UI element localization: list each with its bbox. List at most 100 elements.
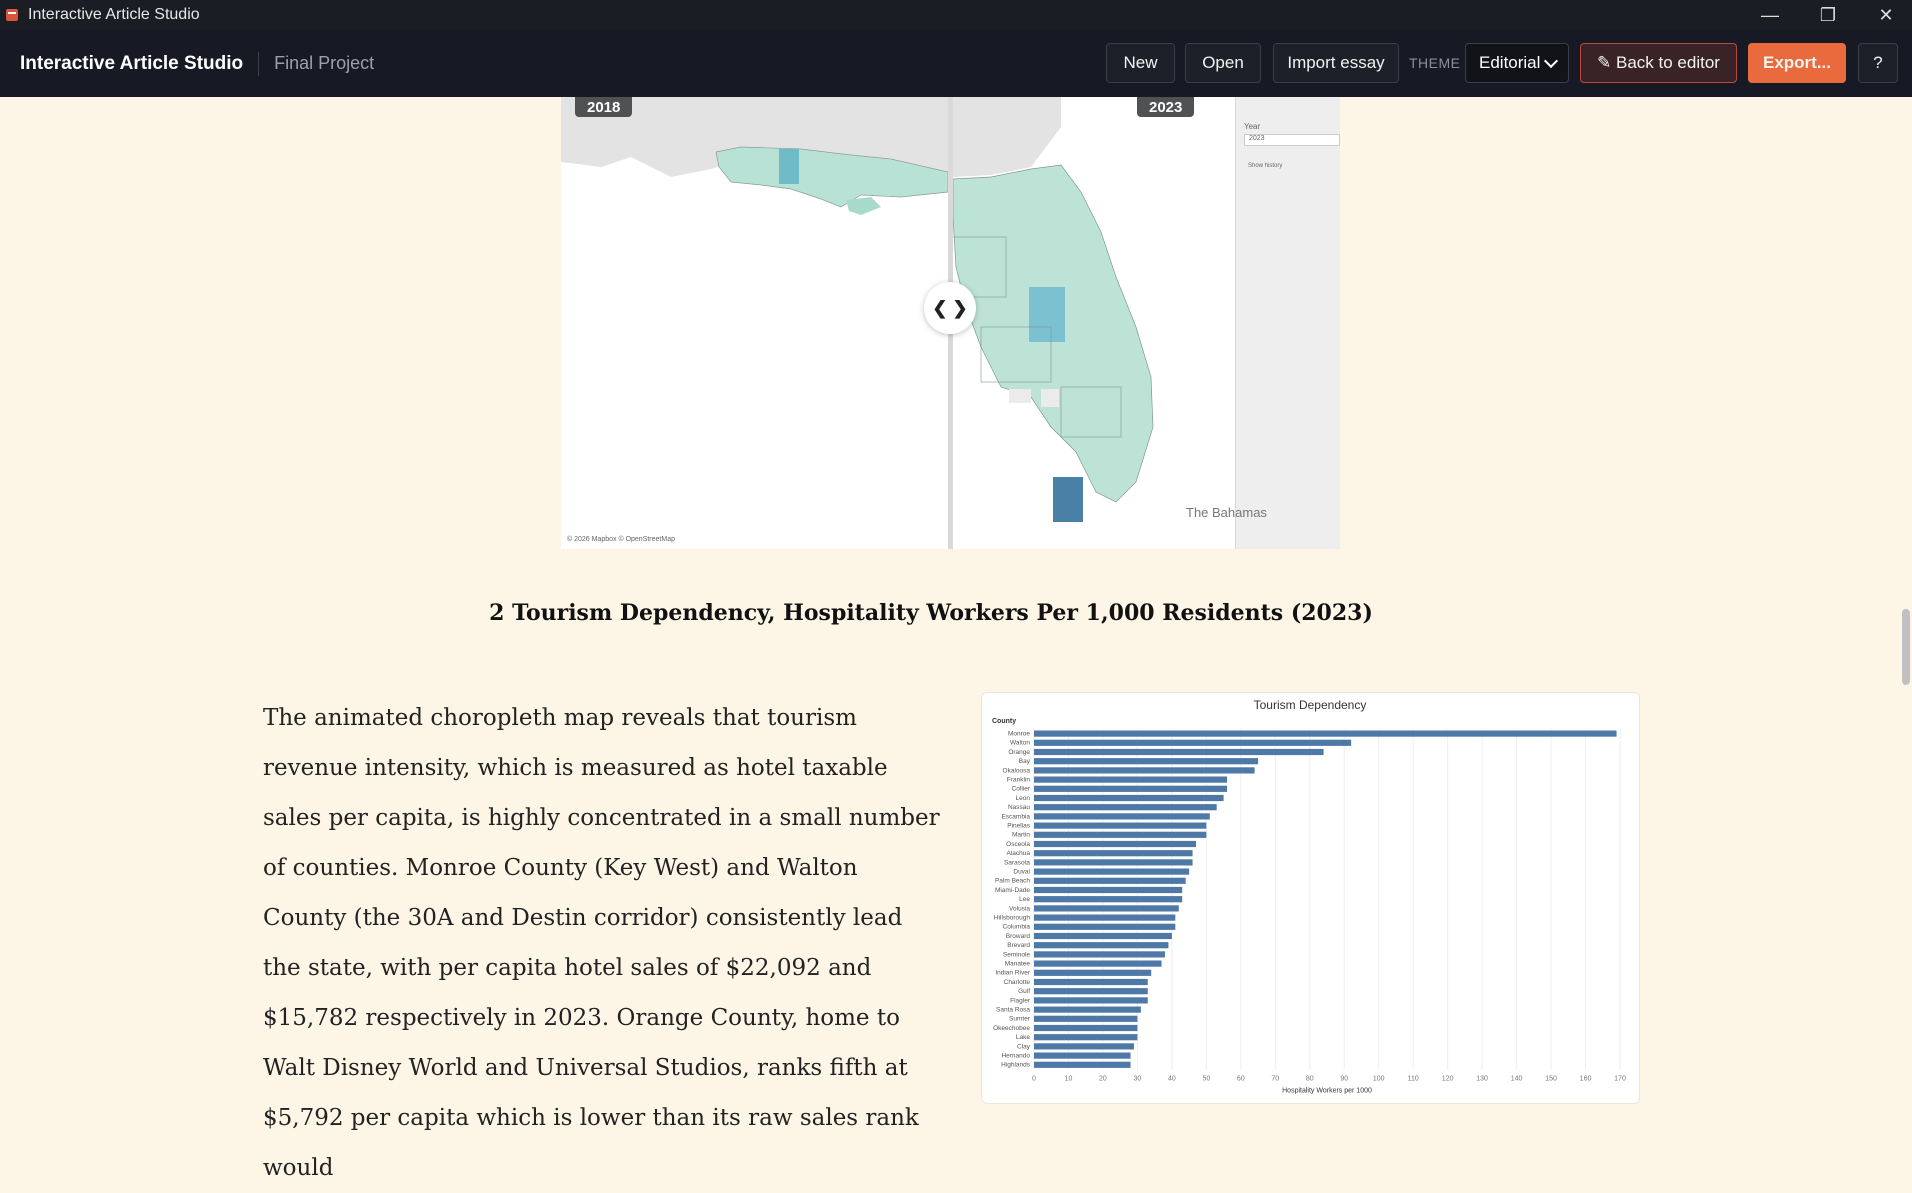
chart-category-label: Pinellas — [1007, 823, 1031, 830]
chart-category-label: Highlands — [1001, 1062, 1031, 1069]
chart-x-tick-label: 130 — [1476, 1075, 1488, 1082]
chart-category-label: Brevard — [1007, 942, 1030, 949]
map-label-bahamas: The Bahamas — [1186, 505, 1267, 520]
chart-category-label: Duval — [1013, 869, 1030, 876]
chart-bar — [1034, 932, 1172, 940]
year-filter-select[interactable]: 2023 — [1244, 134, 1340, 146]
chart-bar — [1034, 923, 1176, 930]
chart-category-label: Okaloosa — [1003, 767, 1031, 774]
chart-category-label: Clay — [1017, 1043, 1031, 1050]
chart-category-label: Walton — [1010, 740, 1030, 747]
chart-x-tick-label: 110 — [1408, 1075, 1419, 1082]
chart-x-tick-label: 170 — [1614, 1075, 1626, 1082]
chart-bar — [1034, 767, 1255, 774]
left-year-badge: 2018 — [575, 97, 633, 117]
open-button[interactable]: Open — [1185, 43, 1261, 83]
chart-x-tick-label: 100 — [1373, 1075, 1385, 1082]
chart-category-label: Collier — [1012, 786, 1031, 793]
chart-bar — [1034, 758, 1259, 765]
right-year-badge: 2023 — [1137, 97, 1195, 117]
florida-map-graphic — [561, 97, 1235, 549]
chart-bar — [1034, 1061, 1131, 1068]
chart-bar — [1034, 831, 1207, 838]
chart-bar — [1034, 886, 1183, 894]
new-button[interactable]: New — [1106, 43, 1175, 83]
chart-x-tick-label: 50 — [1202, 1075, 1210, 1082]
project-name: Final Project — [274, 53, 375, 73]
chart-bar — [1034, 969, 1152, 976]
chart-bar — [1034, 850, 1193, 857]
chart-x-tick-label: 40 — [1168, 1075, 1176, 1082]
chart-category-label: Seminole — [1003, 951, 1030, 958]
chart-x-axis-label: Hospitality Workers per 1000 — [1282, 1087, 1372, 1094]
chart-category-label: Escambia — [1001, 813, 1030, 820]
chart-category-label: Osceola — [1006, 841, 1030, 848]
chart-bar — [1034, 822, 1207, 829]
chart-x-tick-label: 120 — [1442, 1075, 1454, 1082]
swipe-handle[interactable]: ❮ ❯ — [924, 282, 976, 334]
chart-category-label: Sumter — [1009, 1016, 1031, 1023]
bar-chart-svg: Tourism Dependency County 0 10 20 30 40 50 60 70 8… — [992, 698, 1626, 1094]
chart-x-tick-label: 20 — [1099, 1075, 1107, 1082]
chart-bar — [1034, 748, 1324, 756]
chart-x-tick-label: 140 — [1511, 1075, 1523, 1082]
chart-bar — [1034, 951, 1165, 958]
chart-x-tick-label: 0 — [1032, 1075, 1036, 1082]
chart-bar — [1034, 942, 1169, 949]
chart-category-label: Manatee — [1005, 961, 1031, 968]
chart-category-label: Orange — [1008, 749, 1030, 756]
theme-select-value: Editorial — [1479, 53, 1541, 72]
year-filter-label: Year — [1244, 122, 1261, 131]
chart-category-label: Santa Rosa — [996, 1007, 1030, 1014]
app-icon — [6, 9, 18, 21]
map-control-panel: Year 2023 Show history — [1235, 97, 1340, 549]
chart-category-label: Bay — [1019, 758, 1031, 765]
chart-x-tick-label: 90 — [1340, 1075, 1348, 1082]
chart-bar — [1034, 988, 1148, 995]
chart-bar — [1034, 1034, 1138, 1041]
page-scrollbar[interactable] — [1900, 97, 1912, 1133]
chart-bar — [1034, 997, 1148, 1004]
scrollbar-thumb[interactable] — [1902, 609, 1910, 685]
close-icon[interactable]: ✕ — [1878, 4, 1894, 25]
chart-x-tick-label: 80 — [1306, 1075, 1314, 1082]
choropleth-comparison-map[interactable]: ❮ ❯ 2018 2023 Year 2023 Show history © 2… — [561, 97, 1340, 549]
chart-category-label: Gulf — [1018, 988, 1030, 995]
back-to-editor-button[interactable]: ✎ Back to editor — [1580, 43, 1737, 83]
map-credit: © 2026 Mapbox © OpenStreetMap — [567, 536, 675, 543]
theme-select[interactable]: Editorial — [1465, 43, 1569, 83]
chart-category-label: Okeechobee — [993, 1025, 1030, 1032]
chart-category-label: Sarasota — [1004, 859, 1030, 866]
chart-category-label: Lake — [1016, 1034, 1030, 1041]
chart-x-tick-label: 70 — [1271, 1075, 1279, 1082]
chart-category-label: Flagler — [1010, 997, 1031, 1004]
restore-icon[interactable]: ❐ — [1819, 4, 1837, 25]
chart-bar — [1034, 776, 1228, 783]
chart-bar — [1034, 859, 1193, 866]
toolbar-separator — [258, 51, 260, 76]
help-button[interactable]: ? — [1858, 43, 1898, 83]
minimize-icon[interactable]: — — [1761, 4, 1779, 25]
chart-bar — [1034, 794, 1224, 802]
chart-category-label: Charlotte — [1004, 979, 1031, 986]
chart-bar — [1034, 914, 1176, 921]
import-essay-button[interactable]: Import essay — [1273, 43, 1399, 83]
chart-bar — [1034, 960, 1162, 967]
chart-category-label: Hernando — [1001, 1053, 1030, 1060]
chart-bar — [1034, 1043, 1134, 1050]
chart-bar — [1034, 1006, 1141, 1013]
chart-x-tick-label: 60 — [1237, 1075, 1245, 1082]
chart-y-axis-label: County — [992, 718, 1016, 725]
chart-category-label: Palm Beach — [995, 878, 1030, 885]
chart-bar — [1034, 1052, 1131, 1059]
chart-x-tick-label: 30 — [1134, 1075, 1142, 1082]
chart-category-label: Alachua — [1007, 850, 1031, 857]
chart-bar — [1034, 1015, 1138, 1022]
chart-category-label: Leon — [1016, 795, 1031, 802]
chart-category-label: Nassau — [1008, 804, 1030, 811]
chart-bar — [1034, 804, 1217, 811]
chart-bar — [1034, 840, 1197, 848]
export-button[interactable]: Export... — [1748, 43, 1846, 83]
chart-title: Tourism Dependency — [1254, 698, 1367, 712]
show-history-toggle[interactable]: Show history — [1248, 163, 1283, 169]
